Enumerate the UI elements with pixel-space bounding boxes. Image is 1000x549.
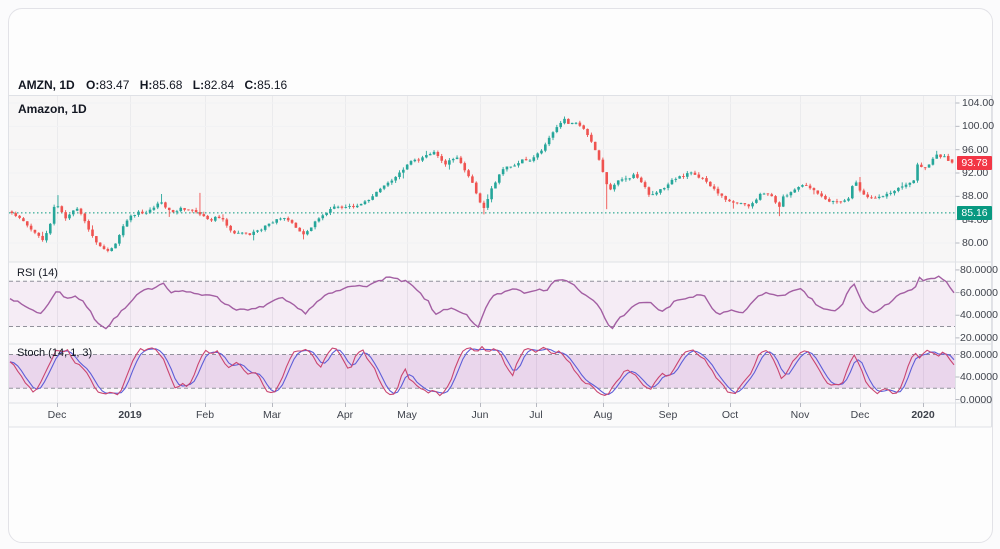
- time-axis-tick: Feb: [195, 409, 215, 421]
- time-axis-tick: Dec: [47, 409, 67, 421]
- rsi-pane[interactable]: [9, 262, 956, 344]
- legend-low: L:82.84: [192, 78, 235, 92]
- rsi-pane-title[interactable]: RSI (14): [17, 267, 58, 279]
- time-axis[interactable]: [9, 403, 956, 427]
- stoch-axis-tick: 80.0000: [960, 348, 998, 361]
- time-axis-tick: Apr: [336, 409, 354, 421]
- price-axis[interactable]: [956, 95, 992, 403]
- time-axis-tick: Jul: [529, 409, 543, 421]
- price-axis-tick: 92.00: [962, 166, 989, 179]
- time-axis-tick: Dec: [850, 409, 870, 421]
- time-axis-tick: May: [397, 409, 417, 421]
- candlestick-series: [10, 116, 954, 253]
- legend-close: C:85.16: [244, 78, 288, 92]
- marked-price-badge: 85.16: [957, 205, 992, 220]
- stoch-axis-tick: 40.0000: [960, 371, 998, 383]
- time-axis-tick: 2020: [911, 409, 935, 421]
- ohlc-legend: AMZN, 1D O:83.47 H:85.68 L:82.84 C:85.16: [18, 78, 294, 92]
- stoch-d-line: [9, 348, 955, 395]
- price-axis-tick: 100.00: [962, 120, 995, 133]
- time-axis-tick: Oct: [721, 409, 739, 421]
- price-axis-tick: 96.00: [962, 143, 989, 156]
- price-pane-title[interactable]: Amazon, 1D: [18, 102, 87, 116]
- price-axis-tick: 104.00: [962, 97, 995, 109]
- stoch-axis-tick: 0.0000: [960, 393, 993, 406]
- price-pane[interactable]: [9, 95, 956, 262]
- rsi-axis-tick: 80.0000: [960, 263, 998, 276]
- price-axis-tick: 88.00: [962, 190, 989, 203]
- time-axis-tick: Nov: [790, 409, 810, 421]
- time-axis-tick: 2019: [118, 409, 142, 421]
- stoch-pane[interactable]: [9, 344, 956, 403]
- time-axis-tick: Sep: [658, 409, 678, 421]
- stoch-pane-title[interactable]: Stoch (14, 1, 3): [17, 347, 93, 359]
- last-price-badge: 93.78: [957, 155, 992, 170]
- stoch-k-line: [9, 345, 955, 397]
- time-axis-tick: Mar: [262, 409, 282, 421]
- symbol-title: AMZN, 1D: [18, 78, 75, 92]
- time-axis-tick: Aug: [593, 409, 613, 421]
- time-axis-tick: Jun: [471, 409, 489, 421]
- rsi-axis-tick: 20.0000: [960, 331, 998, 344]
- rsi-axis-tick: 40.0000: [960, 309, 998, 322]
- legend-open: O:83.47: [86, 78, 130, 92]
- legend-high: H:85.68: [139, 78, 183, 92]
- rsi-line: [9, 275, 955, 330]
- rsi-axis-tick: 60.0000: [960, 286, 998, 299]
- price-axis-tick: 80.00: [962, 236, 989, 249]
